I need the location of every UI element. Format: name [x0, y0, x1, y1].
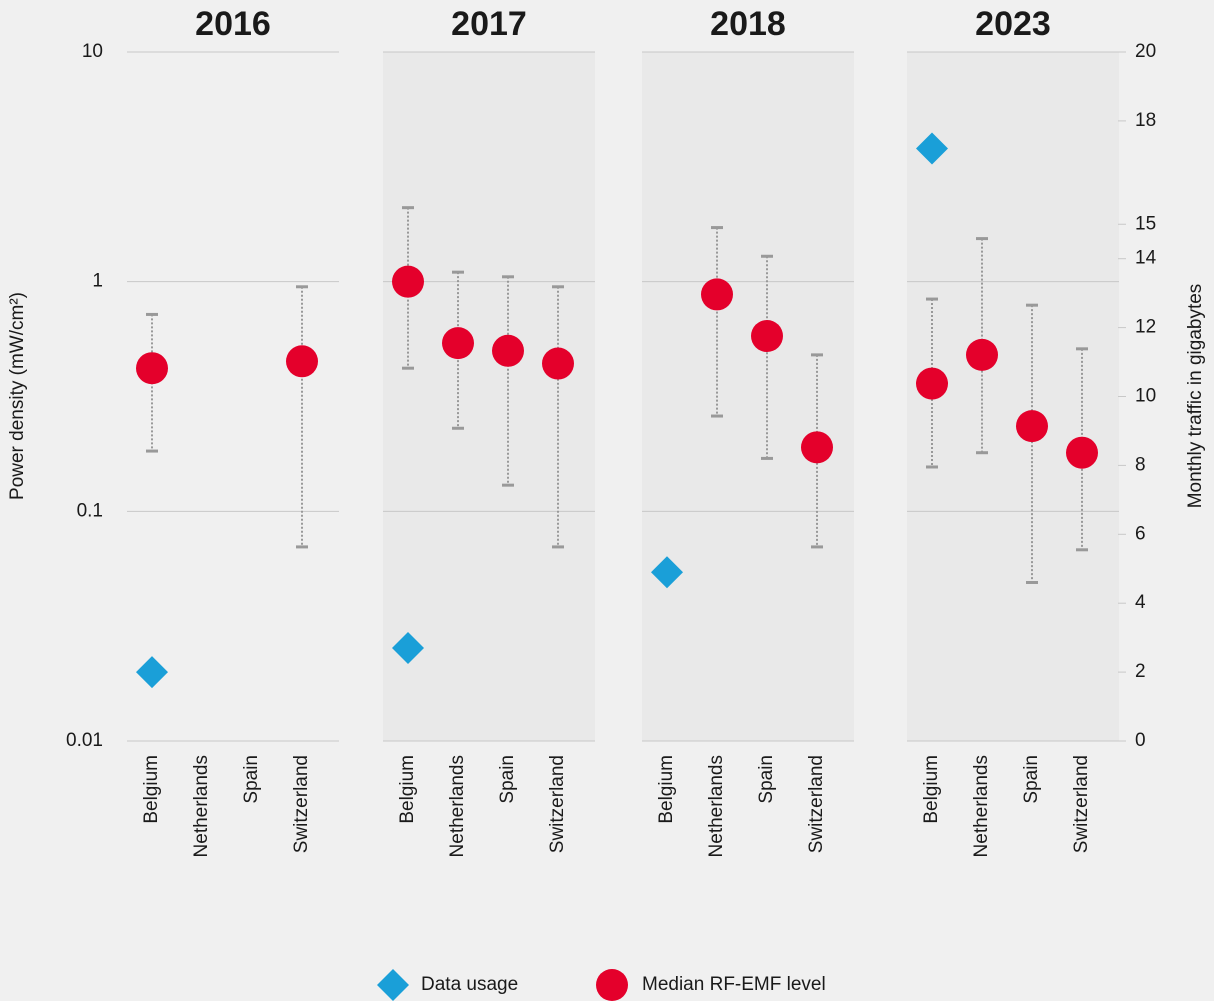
- y2-tick-label: 0: [1135, 730, 1146, 751]
- x-tick-label: Switzerland: [806, 755, 827, 853]
- panel-background: [907, 52, 1119, 741]
- usage-point: [136, 656, 168, 689]
- y2-tick-label: 8: [1135, 454, 1146, 475]
- panel-background: [127, 52, 339, 741]
- legend-marker: [377, 969, 409, 1001]
- y2-tick-label: 10: [1135, 386, 1156, 407]
- median-point: [1066, 436, 1098, 469]
- y-tick-label: 0.1: [77, 500, 103, 521]
- panel-title: 2023: [975, 5, 1051, 43]
- y2-axis-label: Monthly traffic in gigabytes: [1185, 284, 1206, 509]
- x-tick-label: Switzerland: [547, 755, 568, 853]
- y2-tick-label: 6: [1135, 523, 1146, 544]
- y-tick-label: 10: [82, 41, 103, 62]
- y-axis-label: Power density (mW/cm²): [7, 292, 28, 500]
- y2-tick-label: 18: [1135, 110, 1156, 131]
- y2-tick-label: 20: [1135, 41, 1156, 62]
- median-point: [542, 347, 574, 380]
- y2-tick-label: 14: [1135, 248, 1157, 269]
- y-tick-label: 1: [92, 271, 103, 292]
- x-tick-label: Belgium: [656, 755, 677, 824]
- x-tick-label: Belgium: [397, 755, 418, 824]
- median-point: [442, 327, 474, 360]
- x-tick-label: Netherlands: [971, 755, 992, 857]
- median-point: [392, 265, 424, 298]
- legend-marker: [596, 969, 628, 1001]
- x-tick-label: Spain: [241, 755, 262, 804]
- x-tick-label: Spain: [1021, 755, 1042, 804]
- usage-point: [651, 556, 683, 589]
- usage-point: [392, 631, 424, 664]
- y-tick-label: 0.01: [66, 730, 103, 751]
- median-point: [286, 345, 318, 378]
- y2-tick-label: 4: [1135, 592, 1146, 613]
- median-point: [1016, 410, 1048, 443]
- usage-point: [916, 132, 948, 165]
- x-tick-label: Netherlands: [706, 755, 727, 857]
- x-tick-label: Netherlands: [191, 755, 212, 857]
- panel-background: [642, 52, 854, 741]
- median-point: [916, 367, 948, 400]
- panel-title: 2018: [710, 5, 786, 43]
- panel-title: 2016: [195, 5, 271, 43]
- median-point: [751, 319, 783, 352]
- x-tick-label: Switzerland: [1071, 755, 1092, 853]
- legend-label: Median RF-EMF level: [642, 974, 826, 995]
- panel-title: 2017: [451, 5, 527, 43]
- x-tick-label: Belgium: [921, 755, 942, 824]
- median-point: [136, 352, 168, 385]
- legend-label: Data usage: [421, 974, 518, 995]
- y2-tick-label: 2: [1135, 661, 1146, 682]
- x-tick-label: Spain: [497, 755, 518, 804]
- y2-tick-label: 12: [1135, 317, 1156, 338]
- median-point: [801, 431, 833, 464]
- x-tick-label: Belgium: [141, 755, 162, 824]
- y2-tick-label: 15: [1135, 213, 1156, 234]
- median-point: [701, 278, 733, 311]
- x-tick-label: Switzerland: [291, 755, 312, 853]
- x-tick-label: Netherlands: [447, 755, 468, 857]
- median-point: [492, 334, 524, 367]
- x-tick-label: Spain: [756, 755, 777, 804]
- median-point: [966, 338, 998, 371]
- panel-background: [383, 52, 595, 741]
